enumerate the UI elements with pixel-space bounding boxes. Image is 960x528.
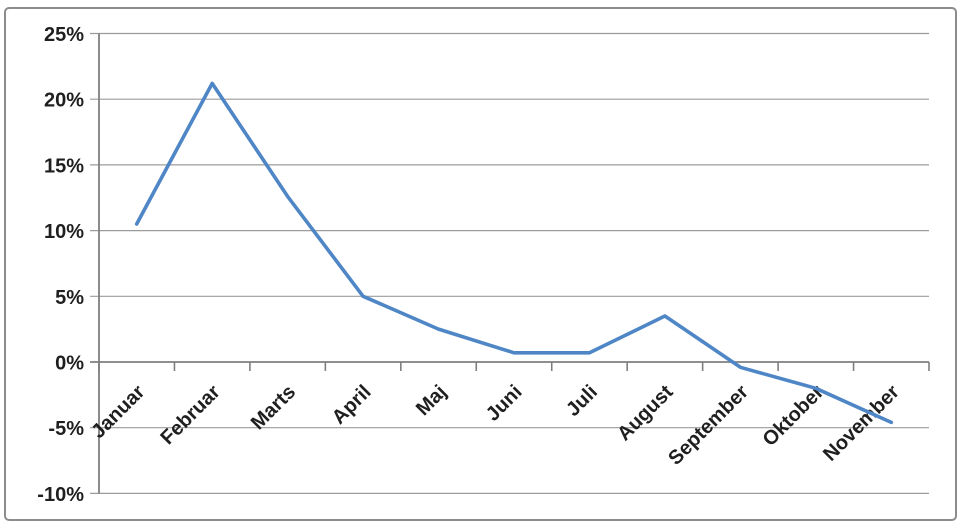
y-tick-label: 0%: [55, 353, 84, 375]
y-tick-label: 5%: [55, 287, 84, 309]
y-tick-label: 25%: [44, 24, 84, 46]
y-tick-label: 15%: [44, 155, 84, 177]
y-tick-label: -10%: [37, 484, 84, 506]
y-tick-label: 20%: [44, 90, 84, 112]
chart-border: [4, 7, 957, 521]
y-tick-label: -5%: [48, 418, 84, 440]
data-line-series: [134, 81, 894, 425]
y-tick-label: 10%: [44, 221, 84, 243]
